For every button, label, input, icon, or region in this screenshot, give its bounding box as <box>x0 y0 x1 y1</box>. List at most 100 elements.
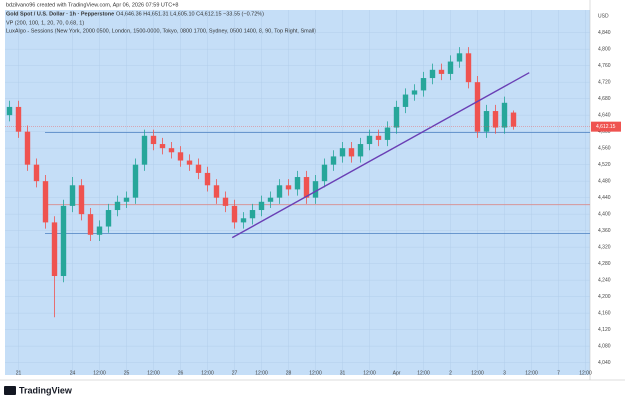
candle-body <box>393 106 400 128</box>
candle-body <box>510 112 517 127</box>
candle-body <box>483 111 490 132</box>
candle-body <box>321 164 328 182</box>
candle-body <box>294 177 301 190</box>
indicator-label: LuxAlgo - Sessions (New York, 2000 0500,… <box>6 28 316 34</box>
candle-body <box>123 197 130 202</box>
y-tick-label: 4,720 <box>598 80 611 86</box>
y-tick-label: 4,360 <box>598 228 611 234</box>
x-tick-label: 12:00 <box>525 370 538 376</box>
x-tick-label: Apr <box>393 370 401 376</box>
x-tick-label: 27 <box>232 370 238 376</box>
candle-body <box>384 127 391 140</box>
x-tick-label: 12:00 <box>255 370 268 376</box>
x-tick-label: 31 <box>340 370 346 376</box>
y-tick-label: 4,400 <box>598 211 611 217</box>
candle-body <box>465 53 472 83</box>
candle-body <box>474 82 481 132</box>
candle-body <box>105 210 112 227</box>
x-tick-label: 28 <box>286 370 292 376</box>
x-tick-label: 12:00 <box>201 370 214 376</box>
candle-body <box>420 78 427 91</box>
y-tick-label: 4,680 <box>598 96 611 102</box>
y-tick-label: 4,200 <box>598 294 611 300</box>
candle-body <box>51 222 58 277</box>
x-tick-label: 12:00 <box>147 370 160 376</box>
y-tick-label: 4,320 <box>598 244 611 250</box>
candle-body <box>348 148 355 157</box>
candle-body <box>339 148 346 157</box>
candle-body <box>447 61 454 74</box>
candle-body <box>87 214 94 235</box>
y-tick-label: 4,040 <box>598 360 611 366</box>
candle-body <box>303 177 310 198</box>
candle-body <box>249 210 256 219</box>
symbol-title: Gold Spot / U.S. Dollar · 1h · Peppersto… <box>6 11 114 17</box>
x-tick-label: 24 <box>70 370 76 376</box>
candle-body <box>159 144 166 149</box>
candle-body <box>195 164 202 173</box>
x-tick-label: 7 <box>557 370 560 376</box>
candle-body <box>96 226 103 235</box>
attribution: bdzilvano96 created with TradingView.com… <box>6 2 179 8</box>
candle-body <box>267 197 274 202</box>
last-price-label: 4,612.15 <box>596 124 616 130</box>
candle-body <box>285 185 292 190</box>
brand-logo <box>4 386 16 395</box>
candle-body <box>150 135 157 145</box>
candle-body <box>6 106 13 116</box>
candle-body <box>186 160 193 165</box>
candle-body <box>24 131 31 165</box>
y-tick-label: 4,640 <box>598 112 611 118</box>
x-tick-label: 12:00 <box>363 370 376 376</box>
y-tick-label: 4,760 <box>598 63 611 69</box>
brand: TradingView <box>19 385 73 395</box>
candle-body <box>240 218 247 223</box>
y-tick-label: 4,480 <box>598 178 611 184</box>
y-tick-label: 4,520 <box>598 162 611 168</box>
candle-body <box>222 197 229 206</box>
candle-body <box>204 172 211 186</box>
x-tick-label: 12:00 <box>471 370 484 376</box>
candle-body <box>501 102 508 128</box>
x-tick-label: 12:00 <box>309 370 322 376</box>
candle-body <box>15 106 22 132</box>
candle-body <box>312 181 319 198</box>
y-tick-label: 4,600 <box>598 129 611 135</box>
candle-body <box>33 164 40 182</box>
y-tick-label: 4,560 <box>598 145 611 151</box>
candle-body <box>168 148 175 153</box>
candle-body <box>456 53 463 62</box>
candle-body <box>78 185 85 215</box>
x-tick-label: 12:00 <box>579 370 592 376</box>
y-tick-label: 4,440 <box>598 195 611 201</box>
trend-line <box>231 72 530 239</box>
candle-body <box>366 135 373 145</box>
candle-body <box>330 156 337 165</box>
last-price-box <box>591 121 621 132</box>
candle-body <box>231 205 238 223</box>
candle-body <box>42 181 49 223</box>
y-tick-label: 4,800 <box>598 47 611 53</box>
candle-body <box>411 90 418 95</box>
candle-body <box>141 135 148 165</box>
candle-body <box>375 135 382 140</box>
y-tick-label: 4,120 <box>598 327 611 333</box>
x-tick-label: 25 <box>124 370 130 376</box>
currency-label: USD <box>598 13 609 19</box>
x-tick-label: 3 <box>503 370 506 376</box>
y-tick-label: 4,160 <box>598 310 611 316</box>
candle-body <box>276 185 283 198</box>
candle-body <box>258 201 265 211</box>
x-tick-label: 12:00 <box>417 370 430 376</box>
x-tick-label: 21 <box>16 370 22 376</box>
candle-body <box>69 185 76 206</box>
candle-body <box>492 111 499 128</box>
y-tick-label: 4,080 <box>598 343 611 349</box>
candle-body <box>132 164 139 198</box>
candle-body <box>402 94 409 107</box>
candle-body <box>114 201 121 211</box>
x-tick-label: 26 <box>178 370 184 376</box>
ohlc-readout: O4,646.36 H4,651.31 L4,605.10 C4,612.15 … <box>116 11 264 17</box>
y-tick-label: 4,240 <box>598 277 611 283</box>
